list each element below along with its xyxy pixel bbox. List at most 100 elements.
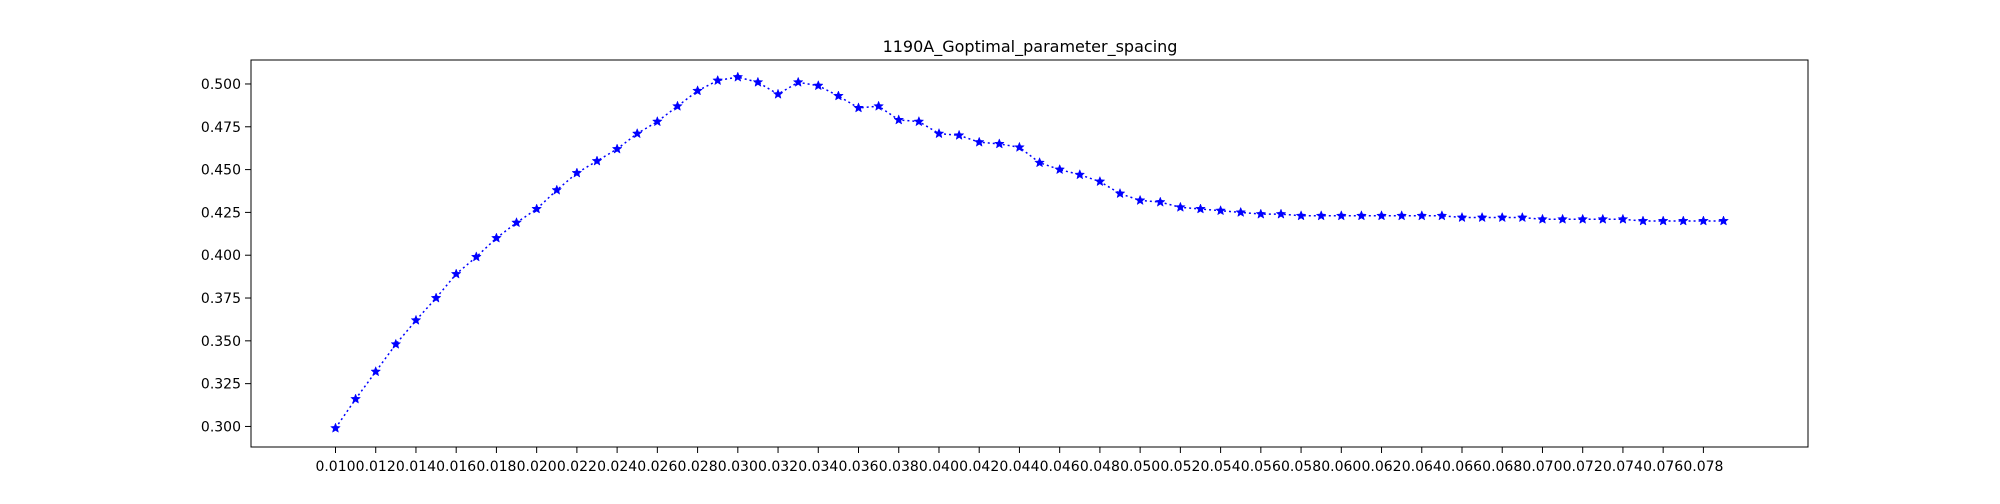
x-tick-label: 0.056: [1241, 459, 1281, 475]
x-tick-label: 0.044: [999, 459, 1039, 475]
data-point-marker: [1255, 208, 1267, 219]
x-tick-label: 0.078: [1683, 459, 1723, 475]
data-point-marker: [1174, 201, 1186, 212]
data-point-marker: [450, 268, 462, 279]
x-tick-label: 0.022: [557, 459, 597, 475]
x-tick-label: 0.024: [597, 459, 637, 475]
data-point-marker: [1516, 211, 1528, 223]
series-line: [334, 76, 1724, 429]
x-tick-label: 0.076: [1643, 459, 1683, 475]
data-point-marker: [1456, 211, 1468, 223]
data-point-marker: [1697, 215, 1709, 226]
data-point-marker: [1496, 211, 1508, 223]
data-point-marker: [893, 114, 905, 125]
x-tick-label: 0.034: [798, 459, 838, 475]
data-point-marker: [1476, 211, 1488, 223]
x-tick-label: 0.074: [1603, 459, 1643, 475]
data-point-marker: [1154, 196, 1166, 207]
data-point-marker: [491, 232, 502, 243]
data-point-marker: [350, 393, 362, 404]
data-point-marker: [1436, 210, 1448, 221]
data-point-marker: [1657, 215, 1669, 226]
x-tick-label: 0.030: [718, 459, 758, 475]
data-point-marker: [370, 366, 382, 377]
x-tick-label: 0.042: [959, 459, 999, 475]
data-point-marker: [1597, 213, 1609, 224]
data-point-marker: [1376, 210, 1387, 221]
x-tick-label: 0.026: [637, 459, 677, 475]
x-tick-label: 0.010: [315, 459, 355, 475]
data-point-marker: [1356, 210, 1367, 221]
data-point-marker: [1275, 208, 1287, 219]
x-tick-label: 0.072: [1563, 459, 1603, 475]
x-tick-label: 0.058: [1281, 459, 1321, 475]
data-point-marker: [571, 167, 583, 178]
x-tick-label: 0.054: [1201, 459, 1241, 475]
data-point-marker: [1195, 203, 1206, 214]
x-tick-label: 0.032: [758, 459, 798, 475]
x-tick-label: 0.028: [678, 459, 718, 475]
data-point-marker: [390, 338, 402, 349]
data-point-marker: [470, 251, 482, 262]
series-markers: [330, 71, 1729, 433]
data-point-marker: [873, 100, 885, 111]
data-point-marker: [1114, 187, 1126, 199]
data-point-marker: [511, 217, 522, 228]
x-tick-label: 0.018: [476, 459, 516, 475]
data-point-marker: [1295, 210, 1307, 221]
y-tick-label: 0.350: [201, 334, 241, 350]
data-point-marker: [732, 71, 744, 82]
y-tick-label: 0.500: [201, 77, 241, 93]
data-point-marker: [1677, 215, 1689, 226]
data-point-marker: [1617, 213, 1629, 224]
y-tick-label: 0.475: [201, 120, 241, 136]
data-point-marker: [1094, 175, 1106, 187]
x-tick-label: 0.046: [1040, 459, 1080, 475]
x-tick-label: 0.068: [1482, 459, 1522, 475]
data-point-marker: [1034, 157, 1045, 168]
data-point-marker: [1557, 213, 1568, 224]
y-tick-label: 0.450: [201, 163, 241, 179]
x-tick-label: 0.020: [517, 459, 557, 475]
data-point-marker: [1014, 141, 1025, 152]
data-point-marker: [692, 85, 703, 96]
data-point-marker: [531, 203, 543, 214]
x-tick-label: 0.052: [1160, 459, 1200, 475]
x-tick-label: 0.060: [1321, 459, 1361, 475]
data-point-marker: [812, 80, 824, 91]
plot-frame: [250, 59, 1809, 448]
series-path: [334, 76, 1724, 429]
x-tick-label: 0.066: [1442, 459, 1482, 475]
data-point-marker: [1416, 210, 1428, 221]
data-point-marker: [752, 76, 764, 87]
x-tick-label: 0.050: [1120, 459, 1160, 475]
data-point-marker: [913, 115, 925, 127]
data-point-marker: [1054, 163, 1066, 175]
data-point-marker: [853, 102, 864, 113]
data-point-marker: [591, 155, 603, 166]
data-point-marker: [672, 100, 683, 111]
data-point-marker: [430, 292, 442, 303]
data-point-marker: [1074, 169, 1086, 180]
x-tick-label: 0.040: [919, 459, 959, 475]
data-point-marker: [1537, 213, 1548, 224]
y-tick-label: 0.400: [201, 248, 241, 264]
x-tick-label: 0.070: [1522, 459, 1562, 475]
data-point-marker: [973, 136, 985, 147]
data-point-marker: [1577, 213, 1589, 224]
y-tick-label: 0.375: [201, 291, 241, 307]
x-tick-label: 0.012: [356, 459, 396, 475]
data-point-marker: [1235, 206, 1247, 217]
y-tick-label: 0.325: [201, 377, 241, 393]
x-tick-label: 0.036: [838, 459, 878, 475]
y-axis: 0.300 0.325 0.350 0.375 0.400 0.425 0.450 0.475…: [201, 77, 251, 435]
data-point-marker: [1215, 205, 1227, 216]
chart-title: 1190A_Goptimal_parameter_spacing: [883, 37, 1178, 57]
x-tick-label: 0.014: [396, 459, 436, 475]
x-axis: 0.010 0.012 0.014 0.016 0.018 0.020 0.022 0.024…: [315, 447, 1723, 475]
data-point-marker: [1315, 210, 1327, 221]
data-point-marker: [712, 74, 724, 86]
data-point-marker: [410, 314, 422, 325]
